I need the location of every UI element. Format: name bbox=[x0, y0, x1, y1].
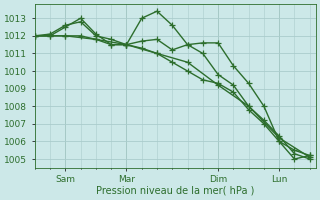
X-axis label: Pression niveau de la mer( hPa ): Pression niveau de la mer( hPa ) bbox=[96, 186, 254, 196]
